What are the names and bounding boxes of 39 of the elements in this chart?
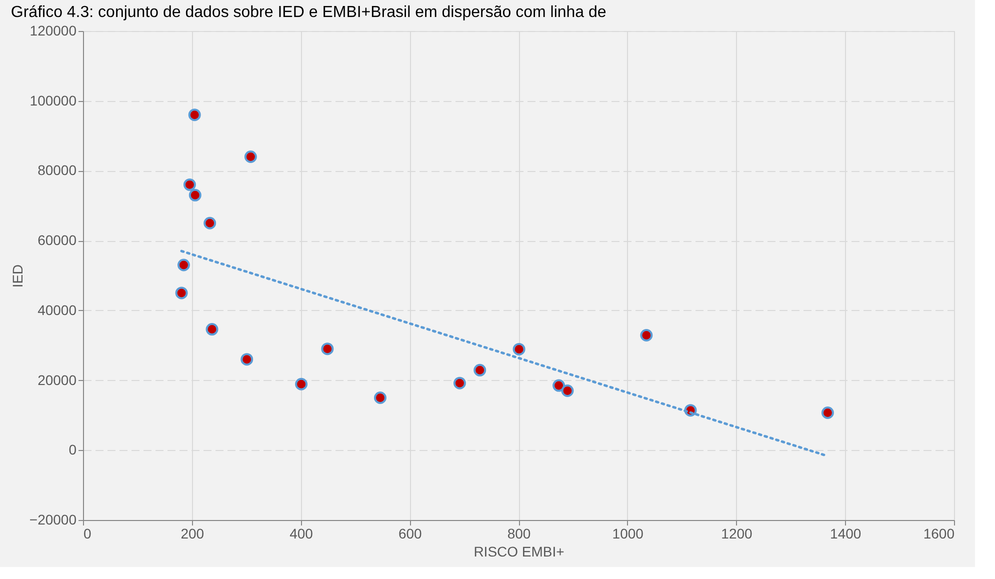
point [188, 108, 201, 122]
y-tick-label: 0 [68, 442, 77, 458]
point [561, 384, 574, 397]
y-tick-label: 60000 [38, 232, 77, 248]
y-tick-label: 100000 [30, 92, 77, 108]
point [640, 328, 653, 342]
point [453, 376, 466, 390]
point [374, 392, 386, 404]
y-tick-label: −20000 [29, 512, 77, 528]
y-tick-label: 20000 [38, 372, 77, 388]
point [188, 188, 202, 202]
point [821, 406, 834, 420]
x-tick-label: 1400 [830, 526, 862, 542]
x-tick-label: 800 [507, 526, 531, 542]
chart-title: Gráfico 4.3: conjunto de dados sobre IED e EMBI+Brasil em dispersão com linha de [10, 4, 606, 21]
x-tick-label: 400 [290, 526, 314, 542]
x-tick-label: 1600 [923, 526, 955, 542]
x-tick-label: 200 [180, 526, 204, 542]
point [177, 258, 190, 272]
point [240, 353, 254, 366]
point [512, 342, 526, 356]
point [183, 178, 196, 191]
point [474, 364, 486, 376]
y-axis-title: IED [9, 264, 26, 288]
x-tick-label: 1200 [721, 526, 753, 542]
point [175, 286, 188, 300]
point [295, 378, 308, 390]
x-tick-label: 1000 [612, 526, 644, 542]
y-tick-label: 120000 [30, 22, 77, 38]
point [552, 379, 566, 392]
x-axis-title: RISCO EMBI+ [474, 544, 564, 560]
x-tick-label: 0 [84, 526, 92, 542]
point [206, 323, 218, 336]
y-tick-label: 80000 [38, 162, 77, 178]
x-tick-label: 600 [398, 526, 422, 542]
y-tick-label: 40000 [38, 302, 77, 318]
point [244, 150, 257, 163]
point [321, 342, 334, 356]
point [204, 216, 216, 230]
